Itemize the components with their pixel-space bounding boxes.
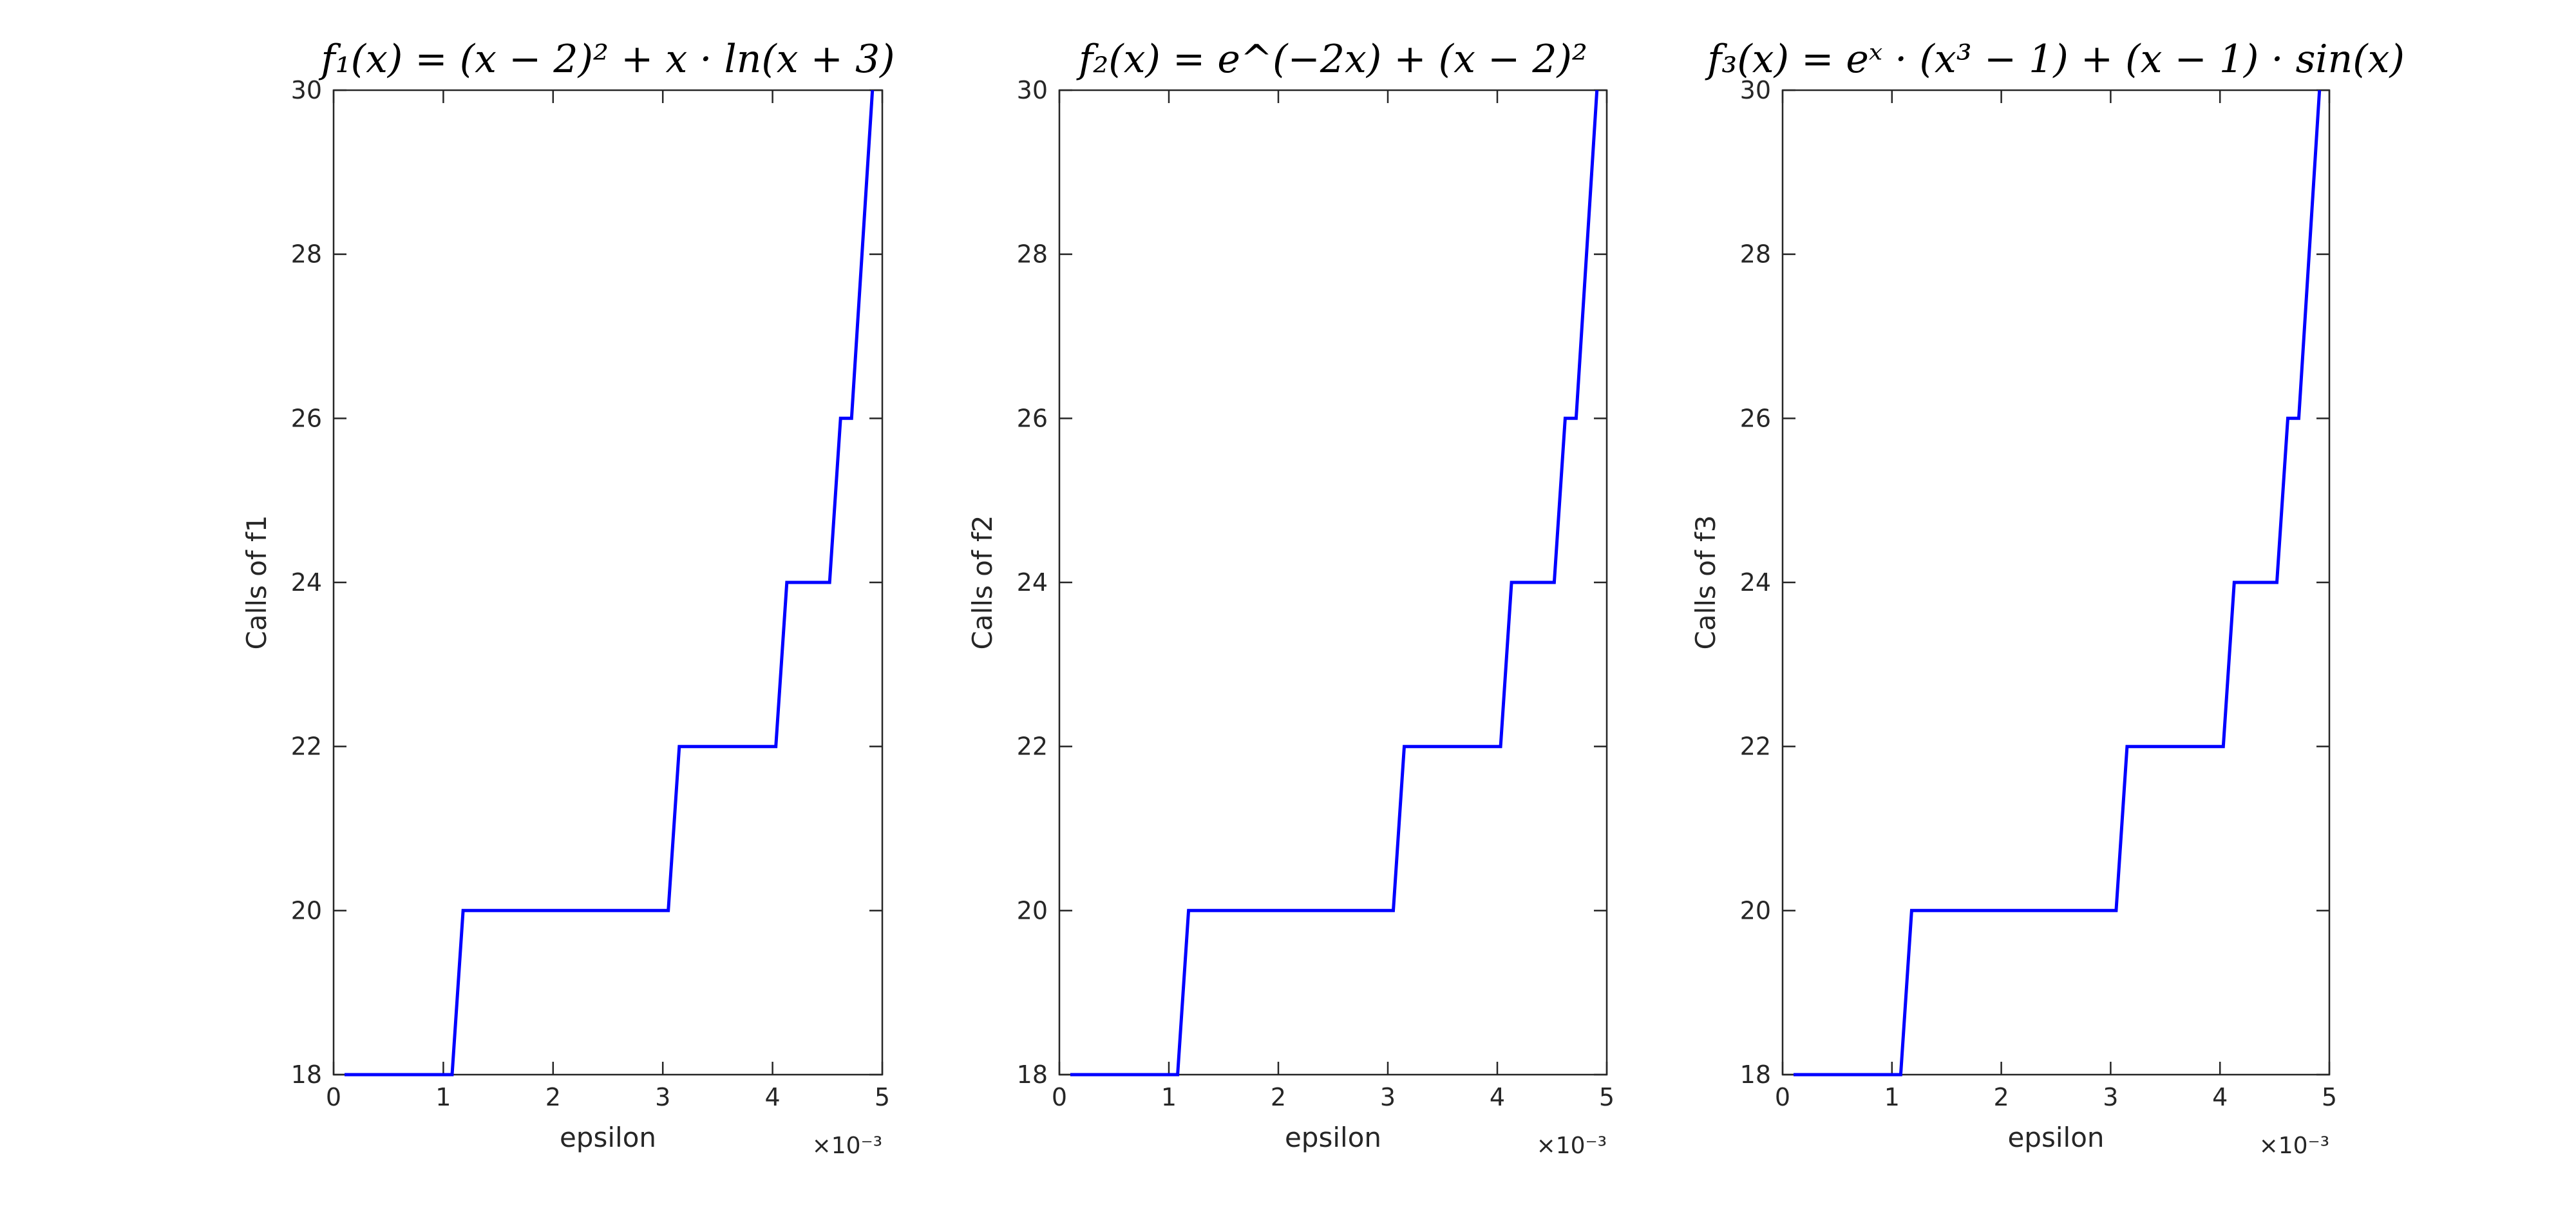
y-tick-label: 24 [1017,568,1048,597]
x-tick-label: 3 [655,1083,670,1111]
y-tick-label: 20 [1740,896,1771,925]
x-tick-label: 2 [1271,1083,1286,1111]
x-tick-label: 4 [2212,1083,2228,1111]
y-tick-label: 20 [1017,896,1048,925]
x-tick-label: 2 [545,1083,561,1111]
y-axis-label: Calls of f1 [241,515,272,650]
y-tick-label: 24 [1740,568,1771,597]
y-tick-label: 26 [291,404,322,432]
x-tick-label: 1 [1161,1083,1177,1111]
y-tick-label: 26 [1017,404,1048,432]
x-axis-label: epsilon [560,1122,656,1153]
subplot-2: 0 1 2 3 4 5 18 20 22 24 26 28 30 epsilon Calls of f2 ×1… [967,37,1615,1159]
y-tick-label: 24 [291,568,322,597]
x-tick-label: 3 [1380,1083,1396,1111]
x-tick-label: 1 [1884,1083,1900,1111]
subplot-1: 0 1 2 3 4 5 18 20 22 24 26 28 30 epsilon Calls of f1 ×1… [241,37,895,1159]
x-axis-multiplier: ×10⁻³ [2259,1133,2329,1159]
y-tick-label: 22 [291,733,322,761]
y-tick-label: 26 [1740,404,1771,432]
x-tick-label: 0 [1775,1083,1790,1111]
y-tick-label: 30 [1740,76,1771,104]
x-tick-label: 0 [326,1083,341,1111]
y-axis-label: Calls of f2 [967,515,998,650]
x-tick-label: 2 [1994,1083,2009,1111]
x-tick-label: 1 [435,1083,451,1111]
y-tick-label: 18 [1740,1060,1771,1089]
x-axis-label: epsilon [1285,1122,1381,1153]
y-tick-label: 28 [1740,240,1771,269]
y-axis-label: Calls of f3 [1690,515,1721,650]
subplot-title: f₃(x) = eˣ · (x³ − 1) + (x − 1) · sin(x) [1705,37,2405,82]
series-line [345,90,875,1077]
y-tick-label: 22 [1017,733,1048,761]
y-tick-label: 22 [1740,733,1771,761]
series-line [1070,90,1599,1077]
y-tick-label: 28 [1017,240,1048,269]
y-tick-label: 28 [291,240,322,269]
x-axis-label: epsilon [2007,1122,2104,1153]
x-axis-multiplier: ×10⁻³ [1537,1133,1607,1159]
series-line [1794,90,2322,1077]
x-tick-label: 5 [2322,1083,2337,1111]
x-tick-label: 5 [1599,1083,1615,1111]
x-tick-label: 5 [875,1083,890,1111]
y-tick-label: 18 [291,1060,322,1089]
x-tick-label: 4 [765,1083,781,1111]
x-tick-label: 4 [1490,1083,1505,1111]
y-tick-label: 20 [291,896,322,925]
subplot-title: f₂(x) = e^(−2x) + (x − 2)² [1076,37,1587,82]
x-tick-label: 3 [2103,1083,2118,1111]
x-tick-label: 0 [1052,1083,1067,1111]
x-axis-multiplier: ×10⁻³ [812,1133,882,1159]
y-tick-label: 18 [1017,1060,1048,1089]
y-tick-label: 30 [1017,76,1048,104]
subplot-3: 0 1 2 3 4 5 18 20 22 24 26 28 30 epsilon Calls of f3 ×1… [1690,37,2405,1159]
subplot-title: f₁(x) = (x − 2)² + x · ln(x + 3) [318,37,895,82]
y-tick-label: 30 [291,76,322,104]
